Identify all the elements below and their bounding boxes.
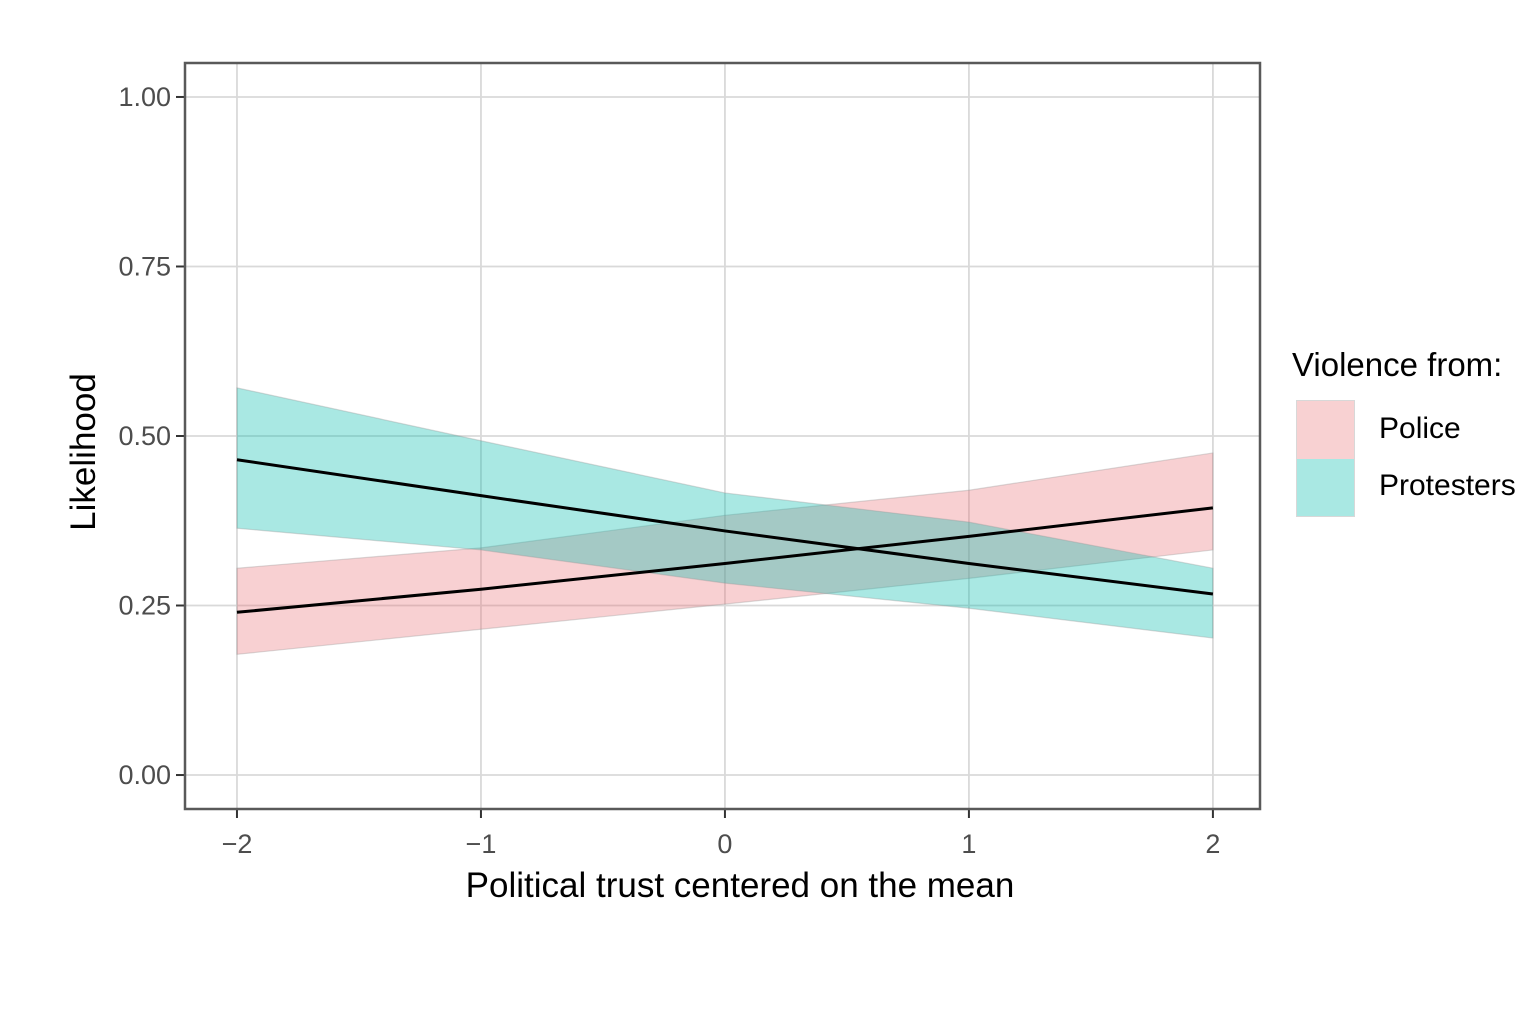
x-tick-label-−2: −2 — [222, 829, 253, 859]
legend-label-police: Police — [1379, 411, 1461, 445]
y-tick-label-0.00: 0.00 — [118, 760, 171, 790]
panel-border — [183, 61, 1262, 811]
legend-swatch-stack — [1296, 400, 1355, 517]
legend-labels: Police Protesters — [1379, 400, 1516, 517]
legend-swatch-protesters — [1297, 458, 1354, 516]
legend-swatch-police — [1297, 401, 1354, 459]
y-tick-label-0.25: 0.25 — [118, 591, 171, 621]
x-tick-label-0: 0 — [717, 829, 732, 859]
ribbon-protesters — [236, 387, 1214, 639]
y-tick-label-0.75: 0.75 — [118, 251, 171, 281]
legend-body: Police Protesters — [1296, 400, 1516, 517]
x-tick-label-2: 2 — [1205, 829, 1220, 859]
y-tick-label-1.00: 1.00 — [118, 82, 171, 112]
ribbon-police — [236, 452, 1214, 655]
trend-line-police — [236, 506, 1214, 614]
x-tick-label-−1: −1 — [466, 829, 497, 859]
trend-line-protesters — [236, 458, 1214, 596]
legend-label-protesters: Protesters — [1379, 469, 1516, 503]
legend: Violence from: Police Protesters — [1292, 346, 1516, 517]
legend-title: Violence from: — [1292, 346, 1503, 383]
y-tick-label-0.50: 0.50 — [118, 421, 171, 451]
x-axis-title: Political trust centered on the mean — [465, 866, 1015, 905]
y-axis-title: Likelihood — [64, 373, 103, 531]
x-tick-label-1: 1 — [961, 829, 976, 859]
